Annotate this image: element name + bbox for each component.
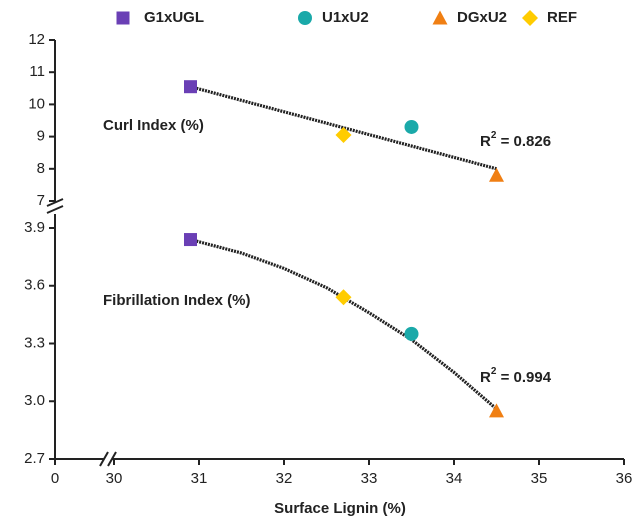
marker bbox=[184, 80, 197, 94]
x-axis-label: Surface Lignin (%) bbox=[274, 500, 406, 517]
x-tick-label: 33 bbox=[361, 470, 378, 487]
annotation: Fibrillation Index (%) bbox=[103, 292, 251, 309]
legend-marker bbox=[298, 11, 312, 25]
annotation: R2 = 0.826 bbox=[480, 130, 551, 150]
x-tick-label: 32 bbox=[276, 470, 293, 487]
marker bbox=[404, 119, 419, 134]
annotation-part: = 0.994 bbox=[496, 369, 551, 386]
marker bbox=[335, 126, 352, 143]
legend-label: DGxU2 bbox=[457, 9, 507, 26]
y-tick-label: 10 bbox=[28, 95, 45, 112]
marker bbox=[489, 403, 504, 418]
annotation-sup: 2 bbox=[491, 130, 497, 141]
x-tick-label: 36 bbox=[616, 470, 633, 487]
trendline bbox=[190, 85, 497, 171]
annotation-sup: 2 bbox=[491, 366, 497, 377]
axis-break bbox=[99, 451, 117, 467]
x-tick-label: 30 bbox=[106, 470, 123, 487]
legend-label: U1xU2 bbox=[322, 9, 369, 26]
legend-marker bbox=[522, 10, 538, 26]
annotation-part: = 0.826 bbox=[496, 133, 551, 150]
legend-label: REF bbox=[547, 9, 577, 26]
legend-marker bbox=[116, 11, 130, 25]
y-tick-label: 3.0 bbox=[24, 392, 45, 409]
x-tick-label: 34 bbox=[446, 470, 463, 487]
annotation-part: R bbox=[480, 133, 491, 150]
legend-marker bbox=[432, 10, 448, 25]
y-tick-label: 12 bbox=[28, 31, 45, 48]
marker bbox=[404, 326, 419, 341]
annotation: Curl Index (%) bbox=[103, 117, 204, 134]
marker bbox=[335, 289, 352, 306]
x-tick-label: 0 bbox=[51, 470, 59, 487]
y-tick-label: 11 bbox=[29, 63, 45, 80]
y-tick-label: 7 bbox=[37, 192, 45, 209]
annotation: R2 = 0.994 bbox=[480, 366, 552, 386]
axis-break bbox=[46, 198, 64, 214]
x-tick-label: 35 bbox=[531, 470, 548, 487]
y-tick-label: 2.7 bbox=[24, 450, 45, 467]
marker bbox=[489, 167, 504, 182]
trendline bbox=[190, 238, 498, 411]
y-tick-label: 3.3 bbox=[24, 334, 45, 351]
x-tick-label: 31 bbox=[191, 470, 208, 487]
y-tick-label: 9 bbox=[37, 128, 45, 145]
legend-label: G1xUGL bbox=[144, 9, 204, 26]
y-tick-label: 3.6 bbox=[24, 277, 45, 294]
y-tick-label: 8 bbox=[37, 160, 45, 177]
marker bbox=[184, 233, 197, 247]
y-tick-label: 3.9 bbox=[24, 219, 45, 236]
annotation-part: R bbox=[480, 369, 491, 386]
